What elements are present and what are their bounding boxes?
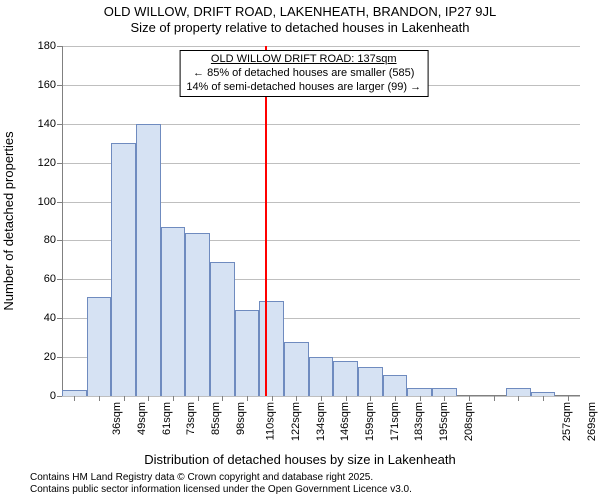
title-line-2: Size of property relative to detached ho… xyxy=(0,20,600,36)
y-tick-label: 20 xyxy=(44,351,62,363)
histogram-bar xyxy=(432,388,457,396)
y-tick-label: 40 xyxy=(44,312,62,324)
x-tick-label: 85sqm xyxy=(210,402,222,435)
plot-area: 02040608010012014016018036sqm49sqm61sqm7… xyxy=(62,46,580,396)
histogram-bar xyxy=(235,310,260,396)
x-tick-label: 61sqm xyxy=(161,402,173,435)
x-tick-label: 73sqm xyxy=(185,402,197,435)
x-tick-mark xyxy=(247,396,248,401)
x-tick-mark xyxy=(346,396,347,401)
x-tick-mark xyxy=(370,396,371,401)
x-axis-label: Distribution of detached houses by size … xyxy=(0,452,600,467)
x-tick-label: 208sqm xyxy=(463,402,475,441)
histogram-bar xyxy=(259,301,284,396)
annotation-line: ← 85% of detached houses are smaller (58… xyxy=(186,67,421,81)
x-tick-mark xyxy=(74,396,75,401)
x-tick-mark xyxy=(173,396,174,401)
x-tick-label: 98sqm xyxy=(235,402,247,435)
x-tick-label: 257sqm xyxy=(561,402,573,441)
histogram-bar xyxy=(185,233,210,396)
y-tick-label: 120 xyxy=(38,157,62,169)
x-tick-mark xyxy=(420,396,421,401)
x-tick-mark xyxy=(543,396,544,401)
y-tick-label: 60 xyxy=(44,273,62,285)
y-axis-line xyxy=(62,46,63,396)
footer-line-1: Contains HM Land Registry data © Crown c… xyxy=(30,472,412,484)
x-tick-mark xyxy=(568,396,569,401)
histogram-bar xyxy=(87,297,112,396)
x-tick-mark xyxy=(296,396,297,401)
x-tick-mark xyxy=(444,396,445,401)
histogram-bar xyxy=(383,375,408,396)
x-tick-mark xyxy=(198,396,199,401)
x-tick-label: 171sqm xyxy=(389,402,401,441)
y-grid-line xyxy=(62,46,580,47)
y-tick-label: 140 xyxy=(38,118,62,130)
title-block: OLD WILLOW, DRIFT ROAD, LAKENHEATH, BRAN… xyxy=(0,4,600,37)
histogram-bar xyxy=(407,388,432,396)
title-line-1: OLD WILLOW, DRIFT ROAD, LAKENHEATH, BRAN… xyxy=(0,4,600,20)
histogram-bar xyxy=(333,361,358,396)
annotation-box: OLD WILLOW DRIFT ROAD: 137sqm← 85% of de… xyxy=(179,50,428,97)
histogram-bar xyxy=(284,342,309,396)
histogram-bar xyxy=(111,143,136,396)
footer: Contains HM Land Registry data © Crown c… xyxy=(30,472,412,496)
y-tick-label: 160 xyxy=(38,79,62,91)
histogram-bar xyxy=(358,367,383,396)
x-tick-label: 159sqm xyxy=(364,402,376,441)
x-tick-mark xyxy=(99,396,100,401)
x-tick-label: 195sqm xyxy=(438,402,450,441)
x-tick-mark xyxy=(148,396,149,401)
y-tick-label: 80 xyxy=(44,234,62,246)
y-tick-label: 0 xyxy=(50,390,62,402)
x-tick-label: 122sqm xyxy=(290,402,302,441)
x-tick-label: 49sqm xyxy=(136,402,148,435)
x-tick-mark xyxy=(272,396,273,401)
histogram-bar xyxy=(506,388,531,396)
chart-container: OLD WILLOW, DRIFT ROAD, LAKENHEATH, BRAN… xyxy=(0,0,600,500)
x-tick-label: 110sqm xyxy=(265,402,277,440)
x-tick-label: 146sqm xyxy=(339,402,351,441)
x-tick-mark xyxy=(222,396,223,401)
x-tick-mark xyxy=(395,396,396,401)
y-tick-label: 100 xyxy=(38,196,62,208)
histogram-bar xyxy=(210,262,235,396)
footer-line-2: Contains public sector information licen… xyxy=(30,484,412,496)
x-tick-mark xyxy=(124,396,125,401)
x-tick-mark xyxy=(494,396,495,401)
x-tick-label: 134sqm xyxy=(315,402,327,441)
y-tick-label: 180 xyxy=(38,40,62,52)
x-tick-mark xyxy=(321,396,322,401)
annotation-line: 14% of semi-detached houses are larger (… xyxy=(186,81,421,95)
marker-line xyxy=(265,46,267,396)
x-tick-label: 183sqm xyxy=(413,402,425,441)
x-tick-label: 36sqm xyxy=(111,402,123,435)
x-tick-mark xyxy=(469,396,470,401)
histogram-bar xyxy=(136,124,161,396)
y-axis-label: Number of detached properties xyxy=(1,131,16,310)
histogram-bar xyxy=(161,227,186,396)
x-tick-label: 269sqm xyxy=(586,402,598,441)
histogram-bar xyxy=(309,357,334,396)
x-tick-mark xyxy=(518,396,519,401)
annotation-line: OLD WILLOW DRIFT ROAD: 137sqm xyxy=(186,53,421,67)
